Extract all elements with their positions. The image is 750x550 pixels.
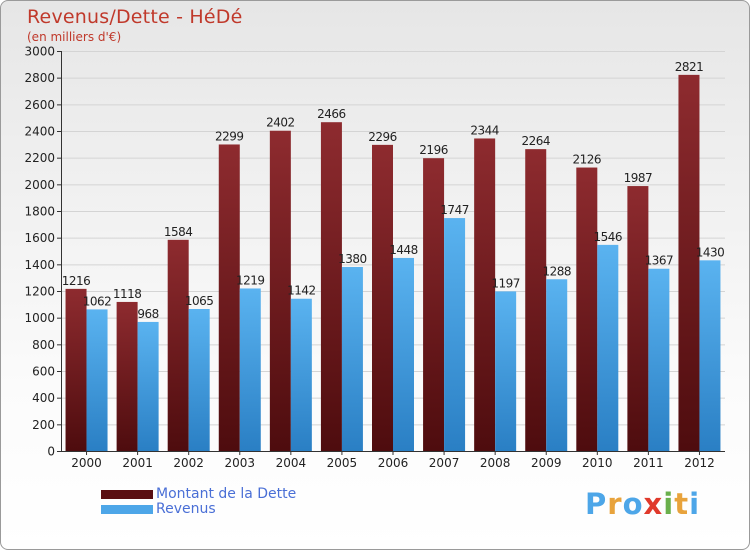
data-label-debt: 2821 — [675, 60, 704, 74]
logo-letter: x — [643, 487, 664, 521]
bar-debt — [218, 144, 240, 451]
data-label-debt: 2296 — [368, 130, 397, 144]
data-label-revenue: 1288 — [542, 264, 571, 278]
bar-revenue — [86, 309, 108, 451]
logo-letter: t — [674, 487, 690, 521]
x-tick-label: 2011 — [633, 456, 664, 470]
data-label-debt: 2402 — [266, 116, 295, 130]
bar-revenue — [648, 268, 670, 451]
data-label-debt: 2264 — [521, 134, 550, 148]
y-tick-label: 1400 — [24, 258, 55, 272]
bar-debt — [423, 158, 445, 451]
x-tick-label: 2002 — [173, 456, 204, 470]
data-label-revenue: 1380 — [338, 252, 367, 266]
legend-label-revenue: Revenus — [156, 501, 216, 517]
data-label-debt: 2196 — [419, 143, 448, 157]
bar-debt — [320, 122, 342, 451]
bar-debt — [372, 144, 393, 451]
x-tick-label: 2007 — [429, 456, 460, 470]
logo-letter: i — [689, 487, 701, 521]
data-label-revenue: 1448 — [389, 243, 418, 257]
data-label-debt: 1118 — [113, 287, 142, 301]
y-tick-label: 2600 — [24, 98, 55, 112]
bar-debt — [269, 130, 291, 451]
y-tick-label: 1000 — [24, 311, 55, 325]
y-tick-label: 2800 — [24, 71, 55, 85]
bar-debt — [167, 239, 189, 451]
data-label-debt: 1216 — [62, 274, 91, 288]
x-tick-label: 2010 — [582, 456, 613, 470]
data-label-revenue: 968 — [137, 307, 158, 321]
bar-debt — [627, 186, 649, 452]
y-tick-label: 600 — [32, 365, 55, 379]
data-label-debt: 1584 — [164, 225, 193, 239]
chart-title: Revenus/Dette - HéDé — [27, 6, 243, 28]
data-label-revenue: 1430 — [696, 245, 725, 259]
x-tick-label: 2005 — [327, 456, 358, 470]
x-tick-label: 2000 — [71, 456, 102, 470]
y-tick-label: 2400 — [24, 125, 55, 139]
y-tick-label: 3000 — [24, 45, 55, 59]
y-tick-label: 1800 — [24, 205, 55, 219]
data-label-debt: 2344 — [470, 123, 499, 137]
data-label-debt: 2299 — [215, 129, 244, 143]
bar-debt — [65, 288, 87, 451]
bar-revenue — [239, 288, 261, 451]
logo-letter: r — [607, 487, 623, 521]
bar-revenue — [699, 260, 721, 451]
bar-revenue — [597, 244, 619, 451]
data-label-revenue: 1747 — [440, 203, 469, 217]
bar-revenue — [341, 267, 363, 451]
x-tick-label: 2012 — [684, 456, 715, 470]
y-tick-label: 0 — [47, 445, 55, 459]
bar-revenue — [546, 279, 568, 451]
bar-debt — [474, 138, 496, 451]
logo-letter: i — [663, 487, 675, 521]
data-label-debt: 2126 — [573, 153, 602, 167]
bar-revenue — [393, 257, 414, 451]
bar-revenue — [444, 218, 466, 451]
x-tick-label: 2004 — [276, 456, 307, 470]
data-label-debt: 1987 — [624, 171, 653, 185]
x-tick-label: 2006 — [378, 456, 409, 470]
data-label-revenue: 1062 — [83, 294, 112, 308]
x-tick-label: 2001 — [122, 456, 153, 470]
legend-label-debt: Montant de la Dette — [156, 486, 297, 502]
data-label-revenue: 1546 — [594, 230, 623, 244]
bar-debt — [576, 167, 598, 452]
bar-debt — [525, 149, 547, 451]
legend-swatch-revenue — [101, 505, 153, 514]
data-label-revenue: 1197 — [491, 276, 520, 290]
bar-debt — [116, 301, 138, 451]
data-label-revenue: 1142 — [287, 284, 316, 298]
x-tick-label: 2009 — [531, 456, 562, 470]
y-tick-label: 800 — [32, 338, 55, 352]
x-tick-label: 2008 — [480, 456, 511, 470]
y-tick-label: 2000 — [24, 178, 55, 192]
bar-debt — [678, 74, 700, 451]
y-tick-label: 200 — [32, 418, 55, 432]
y-tick-label: 2200 — [24, 151, 55, 165]
data-label-revenue: 1065 — [185, 294, 214, 308]
data-label-debt: 2466 — [317, 107, 346, 121]
logo-letter: o — [622, 487, 644, 521]
y-tick-label: 1200 — [24, 285, 55, 299]
bar-revenue — [290, 298, 312, 451]
chart-subtitle: (en milliers d'€) — [27, 30, 122, 44]
data-label-revenue: 1219 — [236, 273, 265, 287]
y-tick-label: 1600 — [24, 231, 55, 245]
x-tick-label: 2003 — [224, 456, 255, 470]
bar-revenue — [495, 291, 517, 451]
data-label-revenue: 1367 — [645, 254, 674, 268]
y-tick-label: 400 — [32, 391, 55, 405]
legend-swatch-debt — [101, 490, 153, 499]
logo-letter: P — [585, 487, 608, 521]
bar-revenue — [137, 321, 159, 451]
bar-revenue — [188, 309, 210, 451]
proxiti-logo: Proxiti — [585, 487, 700, 521]
